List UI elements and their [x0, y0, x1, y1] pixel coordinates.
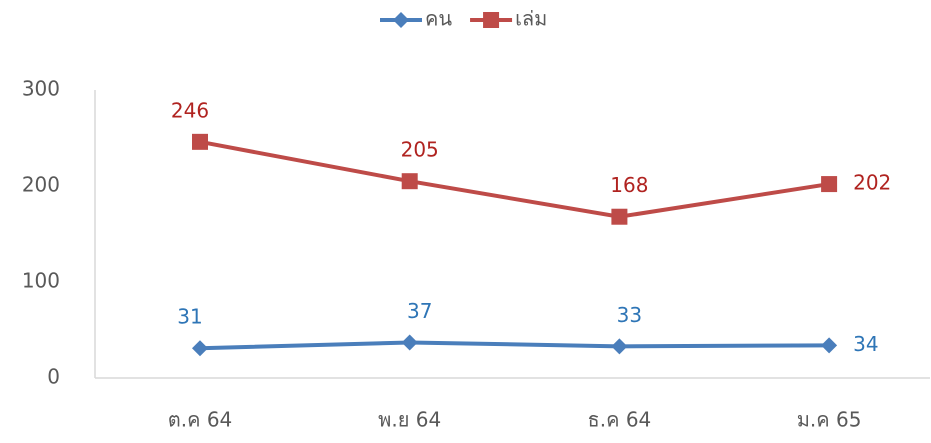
marker — [821, 176, 838, 193]
marker — [192, 340, 208, 357]
marker — [611, 208, 628, 225]
marker — [192, 133, 208, 150]
data-label: 31 — [177, 305, 202, 329]
legend-marker — [483, 12, 500, 28]
marker — [401, 173, 418, 190]
series-line — [199, 340, 830, 351]
marker — [821, 337, 838, 354]
x-tick-label: ธ.ค 64 — [588, 408, 652, 432]
x-tick-label: ต.ค 64 — [168, 408, 233, 432]
data-label: 202 — [853, 171, 891, 195]
x-tick-label: พ.ย 64 — [378, 408, 441, 432]
data-label: 33 — [617, 303, 642, 327]
y-tick-label: 200 — [22, 173, 60, 197]
y-tick-label: 0 — [47, 365, 60, 389]
data-label: 34 — [853, 332, 878, 356]
legend-label: คน — [425, 7, 452, 31]
x-tick-label: ม.ค 65 — [797, 408, 862, 432]
data-label: 246 — [171, 98, 209, 122]
marker — [611, 338, 628, 355]
legend-marker — [393, 12, 409, 28]
y-tick-label: 300 — [22, 77, 60, 101]
data-label: 37 — [407, 299, 432, 323]
data-label: 168 — [610, 173, 648, 197]
series-line — [199, 139, 830, 219]
marker — [401, 334, 418, 351]
legend-label: เล่ม — [515, 7, 547, 31]
y-tick-label: 100 — [22, 269, 60, 293]
data-label: 205 — [401, 138, 439, 162]
